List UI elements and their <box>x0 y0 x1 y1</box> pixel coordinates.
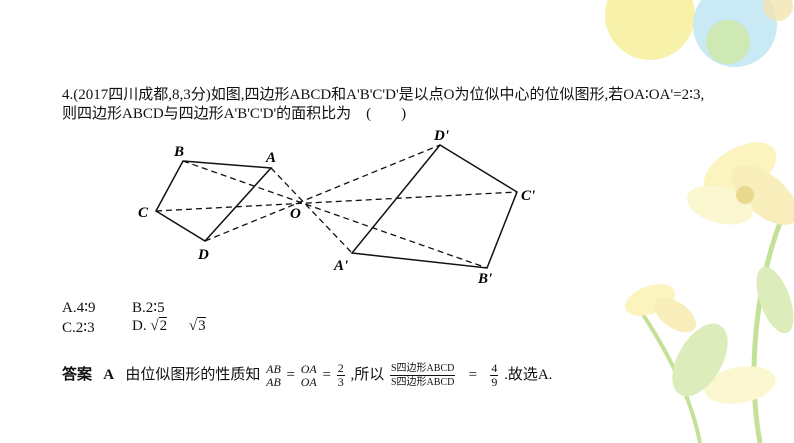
label-b-prime: B' <box>477 271 492 287</box>
option-d: D. √2 √3 <box>132 317 206 334</box>
dashed-lines <box>155 144 518 269</box>
question-line-1: 4.(2017四川成都,8,3分)如图,四边形ABCD和A'B'C'D'是以点O… <box>62 87 705 103</box>
option-c: C.2∶3 <box>62 320 95 336</box>
label-o: O <box>290 206 301 222</box>
quad-abcd <box>155 160 273 242</box>
quad-a1b1c1d1 <box>350 144 518 269</box>
label-a-prime: A' <box>333 258 348 274</box>
question-line-2: 则四边形ABCD与四边形A'B'C'D'的面积比为 ( ) <box>62 106 407 122</box>
label-c: C <box>138 205 149 221</box>
label-c-prime: C' <box>521 188 535 204</box>
option-b: B.2∶5 <box>132 300 165 316</box>
label-d-prime: D' <box>433 128 449 144</box>
option-a: A.4∶9 <box>62 300 96 316</box>
label-b: B <box>173 144 184 160</box>
label-a: A <box>265 150 276 166</box>
label-d: D <box>197 247 209 263</box>
